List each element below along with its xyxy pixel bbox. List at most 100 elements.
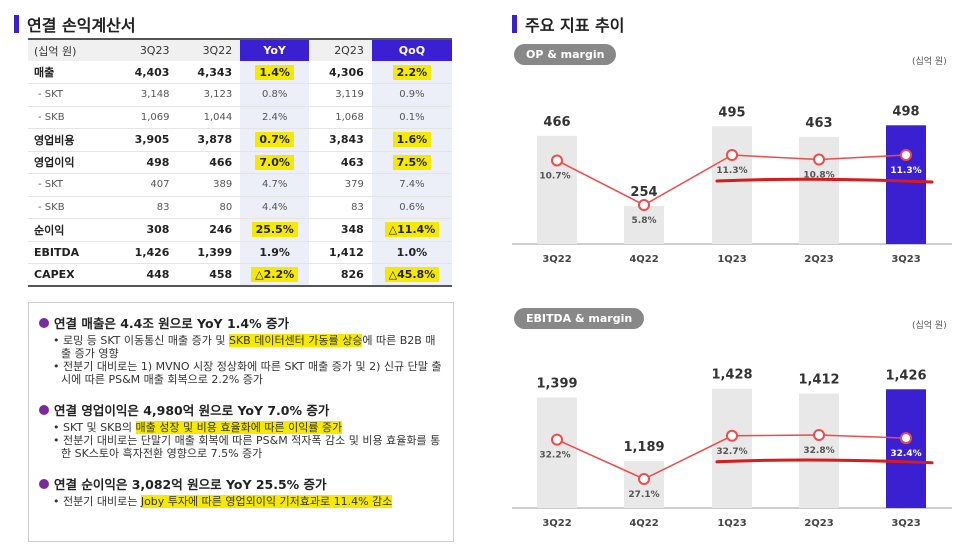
bar-value-label: 1,426 (885, 368, 926, 383)
summary-notes-box: 연결 매출은 4.4조 원으로 YoY 1.4% 증가 • 로밍 등 SKT 이동… (28, 302, 454, 542)
bar-value-label: 1,399 (536, 376, 577, 391)
table-cell: 3,119 (309, 83, 372, 107)
red-underline-annotation (715, 177, 934, 184)
table-row: - SKT 407 389 4.7% 379 7.4% (28, 173, 452, 197)
table-cell: 83 (309, 196, 372, 219)
column-header: 2Q23 (309, 38, 372, 61)
bullet-dot-icon (39, 404, 49, 415)
table-row: 매출 4,403 4,343 1.4% 4,306 2.2% (28, 61, 452, 84)
column-header: (십억 원) (28, 38, 115, 61)
category-tick-label: 3Q23 (891, 518, 920, 529)
note-bullet: • SKT 및 SKB의 매출 성장 및 비용 효율화에 따른 이익률 증가 (53, 421, 343, 434)
category-tick-label: 2Q23 (804, 518, 833, 529)
margin-value-label: 27.1% (628, 490, 659, 500)
table-row: 순이익 308 246 25.5% 348 △11.4% (28, 218, 452, 242)
category-tick-label: 2Q23 (804, 254, 833, 265)
bar-value-label: 466 (543, 115, 570, 130)
table-cell: 3,148 (114, 83, 178, 107)
table-cell: 1,399 (177, 241, 241, 264)
table-cell: 1.4% (240, 61, 310, 84)
category-tick-label: 1Q23 (717, 518, 746, 529)
table-cell: 4.7% (240, 173, 310, 197)
row-label: - SKT (28, 83, 115, 107)
table-cell: 3,843 (309, 128, 372, 152)
margin-point (900, 432, 912, 445)
table-cell: 7.0% (240, 151, 310, 174)
bullet-dot-icon (39, 478, 49, 489)
category-tick-label: 3Q22 (542, 254, 571, 265)
row-label: - SKB (28, 106, 115, 129)
note-bullet: • 전분기 대비로는 1) MVNO 시장 정상화에 따른 SKT 매출 증가 … (53, 360, 442, 386)
row-label: 영업이익 (28, 151, 115, 174)
row-label: 영업비용 (28, 128, 115, 152)
table-cell: 4,403 (114, 61, 178, 84)
income-statement-table: (십억 원) 3Q23 3Q22 YoY 2Q23 QoQ 매출 4,403 4,343 1.4… (28, 38, 452, 287)
margin-point (813, 429, 825, 441)
bar (799, 136, 839, 244)
row-label: CAPEX (28, 263, 115, 287)
bar-value-label: 1,428 (711, 368, 752, 383)
margin-point (726, 429, 738, 442)
bar (712, 126, 752, 244)
ebitda-margin-chart: 1,399 3Q22 1,189 4Q22 1,428 1Q23 1,412 2Q23 1,42… (512, 368, 952, 529)
table-cell: 1,426 (114, 241, 178, 264)
table-cell: 246 (177, 218, 241, 242)
category-tick-label: 4Q22 (629, 254, 658, 265)
table-cell: 0.9% (371, 83, 452, 107)
margin-value-label: 10.8% (803, 171, 834, 181)
table-cell: △11.4% (371, 218, 452, 242)
table-cell: 458 (177, 263, 241, 287)
margin-value-label: 11.3% (716, 166, 747, 176)
table-cell: 7.5% (371, 151, 452, 174)
table-cell: 4.4% (240, 196, 310, 219)
category-tick-label: 3Q22 (542, 518, 571, 529)
bar (537, 135, 577, 244)
table-cell: 1.6% (371, 128, 452, 152)
table-cell: 3,878 (177, 128, 241, 152)
bullet-dot-icon (39, 317, 49, 328)
table-cell: 463 (309, 151, 372, 174)
table-cell: 7.4% (371, 173, 452, 197)
table-cell: 4,306 (309, 61, 372, 84)
note-bullet: • 전분기 대비로는 Joby 투자에 따른 영업외이익 기저효과로 11.4%… (53, 495, 393, 508)
table-cell: 1,044 (177, 106, 241, 129)
row-label: 매출 (28, 61, 115, 84)
op-margin-chart: 466 3Q22 254 4Q22 495 1Q23 463 2Q23 498 3Q23 10.7%… (512, 104, 952, 265)
table-cell: 1,068 (309, 106, 372, 129)
table-cell: 2.4% (240, 106, 310, 129)
bar-value-label: 1,189 (623, 440, 664, 455)
note-heading: 연결 영업이익은 4,980억 원으로 YoY 7.0% 증가 (39, 400, 443, 419)
column-header: 3Q23 (114, 38, 178, 61)
bar (537, 397, 577, 508)
bar (886, 389, 926, 508)
row-label: - SKT (28, 173, 115, 197)
margin-value-label: 5.8% (632, 216, 657, 226)
table-cell: 25.5% (240, 218, 310, 242)
margin-point (551, 154, 563, 167)
right-title-text: 주요 지표 추이 (525, 16, 625, 35)
table-cell: 1,412 (309, 241, 372, 264)
column-header: YoY (240, 38, 310, 61)
table-cell: 80 (177, 196, 241, 219)
bar-value-label: 254 (630, 185, 657, 200)
bar-value-label: 498 (892, 104, 919, 119)
table-row: CAPEX 448 458 △2.2% 826 △45.8% (28, 263, 452, 287)
note-body: • SKT 및 SKB의 매출 성장 및 비용 효율화에 따른 이익률 증가 • … (39, 421, 443, 460)
margin-point (726, 149, 738, 161)
column-header: 3Q22 (177, 38, 241, 61)
note-body: • 전분기 대비로는 Joby 투자에 따른 영업외이익 기저효과로 11.4%… (39, 495, 443, 508)
margin-value-label: 10.7% (539, 171, 570, 181)
bar-value-label: 1,412 (798, 373, 839, 388)
table-cell: 3,905 (114, 128, 178, 152)
table-body: 매출 4,403 4,343 1.4% 4,306 2.2% - SKT 3,148 3,123… (28, 61, 452, 287)
bar (712, 388, 752, 508)
category-tick-label: 1Q23 (717, 254, 746, 265)
table-row: 영업비용 3,905 3,878 0.7% 3,843 1.6% (28, 128, 452, 152)
table-cell: 2.2% (371, 61, 452, 84)
note-bullet: • 로밍 등 SKT 이동통신 매출 증가 및 SKB 데이터센터 가동률 상승… (53, 334, 436, 360)
category-tick-label: 3Q23 (891, 254, 920, 265)
table-row: - SKB 1,069 1,044 2.4% 1,068 0.1% (28, 106, 452, 129)
row-label: EBITDA (28, 241, 115, 264)
bar (886, 125, 926, 244)
table-cell: 389 (177, 173, 241, 197)
